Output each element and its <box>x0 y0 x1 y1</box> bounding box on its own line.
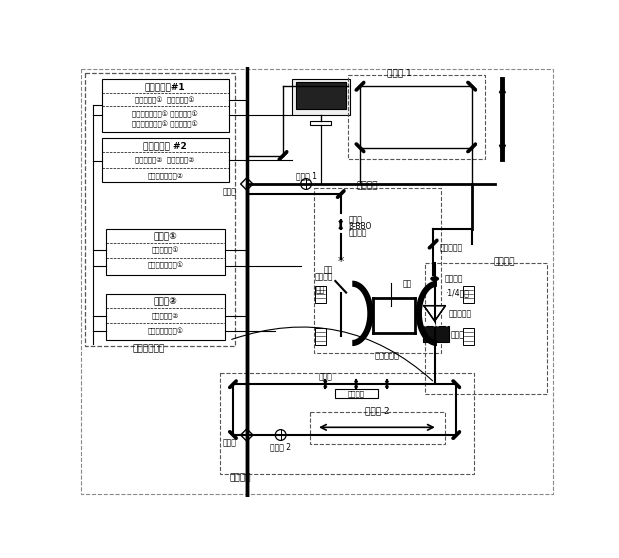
Bar <box>102 138 229 182</box>
Text: 碕片: 碕片 <box>316 286 326 295</box>
Bar <box>220 373 474 474</box>
Bar <box>463 328 474 345</box>
Text: 导离子体: 导离子体 <box>314 272 333 281</box>
Text: 探测部分: 探测部分 <box>493 257 514 266</box>
Text: 空气: 空气 <box>324 265 333 274</box>
Text: 凸透镜: 凸透镜 <box>348 215 362 224</box>
Bar <box>106 229 225 275</box>
Text: 斩波器②: 斩波器② <box>154 297 177 306</box>
Bar <box>102 79 229 132</box>
Bar <box>310 121 332 126</box>
Text: 参考信号输入口②: 参考信号输入口② <box>147 172 183 179</box>
Text: 斩波器①: 斩波器① <box>154 232 177 241</box>
Bar <box>315 286 326 302</box>
Polygon shape <box>416 281 437 346</box>
Text: β-BBO: β-BBO <box>348 222 372 231</box>
Text: 探测器: 探测器 <box>451 330 465 339</box>
Polygon shape <box>424 306 446 321</box>
Text: 沃拉斯棱镜: 沃拉斯棱镜 <box>449 309 472 318</box>
Text: 分束镖: 分束镖 <box>223 187 237 196</box>
Text: 参考信号输入口① 频率输入口①: 参考信号输入口① 频率输入口① <box>132 121 198 128</box>
Text: 参考信号输入口① 频率输入口①: 参考信号输入口① 频率输入口① <box>132 110 198 118</box>
Text: 产生部分: 产生部分 <box>356 182 378 191</box>
Text: 信号输入口②  信号输出口②: 信号输入口② 信号输出口② <box>136 157 195 163</box>
Text: 信号输入口①  信号输出口①: 信号输入口① 信号输出口① <box>136 97 195 104</box>
Bar <box>292 79 350 116</box>
Ellipse shape <box>431 277 438 281</box>
Text: 延迟线 1: 延迟线 1 <box>387 69 412 78</box>
Bar <box>348 75 485 160</box>
Text: 电光晶体: 电光晶体 <box>444 274 463 283</box>
Text: 锁相放大部分: 锁相放大部分 <box>132 344 165 353</box>
Text: *: * <box>337 254 344 267</box>
Text: 锁相放大器 #2: 锁相放大器 #2 <box>143 141 187 150</box>
Bar <box>106 294 225 340</box>
Bar <box>423 326 449 342</box>
Text: 倍频晶体: 倍频晶体 <box>348 229 367 238</box>
Text: 太赫兹脉冲: 太赫兹脉冲 <box>374 351 399 360</box>
FancyArrowPatch shape <box>232 327 433 381</box>
Text: 斩波器 2: 斩波器 2 <box>270 443 291 452</box>
Text: 锁相放大器#1: 锁相放大器#1 <box>145 83 186 92</box>
Text: 斩波器 1: 斩波器 1 <box>296 171 316 180</box>
Text: ·1/4波片: ·1/4波片 <box>444 288 469 297</box>
Text: 样品: 样品 <box>402 280 412 288</box>
Text: 滤波片: 滤波片 <box>318 373 332 382</box>
Text: 分束镖: 分束镖 <box>222 438 236 447</box>
Bar <box>296 81 346 109</box>
Text: 延迟线 2: 延迟线 2 <box>365 406 389 415</box>
Text: 同步输入信号口①: 同步输入信号口① <box>147 328 183 335</box>
Polygon shape <box>352 281 373 346</box>
Text: 倍频晶体: 倍频晶体 <box>348 390 365 397</box>
Bar <box>315 328 326 345</box>
Bar <box>335 389 378 398</box>
Bar <box>310 412 444 444</box>
Bar <box>463 286 474 302</box>
Text: 参考信号口①: 参考信号口① <box>152 247 179 254</box>
Text: 参考信号口②: 参考信号口② <box>152 312 179 319</box>
Bar <box>314 188 441 353</box>
Bar <box>425 263 547 394</box>
Bar <box>85 73 235 347</box>
Text: 薄膜分束镜: 薄膜分束镜 <box>439 243 462 252</box>
Text: 同步输出信号口①: 同步输出信号口① <box>147 262 183 269</box>
Text: 泵浦部分: 泵浦部分 <box>229 474 251 483</box>
